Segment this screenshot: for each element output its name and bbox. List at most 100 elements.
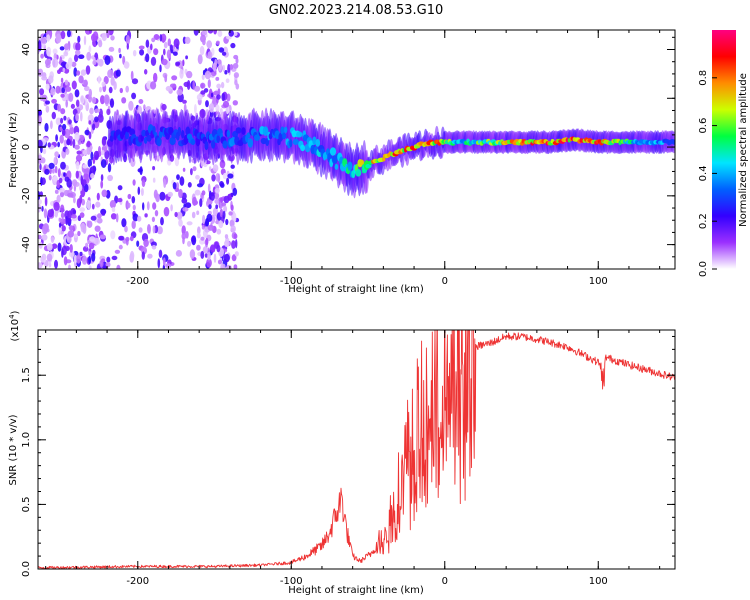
noise-speckle [58, 226, 61, 236]
noise-speckle [92, 156, 96, 165]
noise-speckle [171, 75, 178, 81]
spectrogram-y-axis-label: Frequency (Hz) [8, 112, 19, 188]
noise-speckle [61, 129, 66, 136]
noise-speckle [231, 254, 237, 262]
noise-speckle [197, 226, 201, 235]
trace-core [177, 126, 181, 137]
noise-speckle [78, 75, 84, 84]
noise-speckle [152, 177, 156, 183]
noise-speckle [125, 236, 130, 242]
noise-speckle [55, 134, 58, 142]
noise-speckle [60, 93, 65, 98]
noise-speckle [98, 39, 103, 48]
noise-speckle [191, 211, 196, 219]
noise-speckle [68, 92, 74, 103]
noise-speckle [219, 208, 224, 218]
trace-core [278, 132, 284, 142]
noise-speckle [151, 216, 155, 223]
trace-core [222, 140, 228, 149]
noise-speckle [54, 209, 59, 218]
noise-speckle [78, 54, 85, 59]
noise-speckle [104, 150, 110, 160]
colorbar-tick-label: 0.0 [698, 261, 709, 277]
noise-speckle [75, 49, 81, 56]
noise-speckle [215, 76, 220, 81]
noise-speckle [196, 210, 200, 216]
noise-speckle [144, 69, 148, 75]
noise-speckle [203, 88, 209, 93]
noise-speckle [75, 113, 79, 122]
noise-speckle [216, 244, 221, 253]
noise-speckle [53, 201, 60, 211]
noise-speckle [94, 116, 99, 123]
noise-speckle [140, 188, 144, 196]
noise-speckle [161, 58, 168, 66]
noise-speckle [169, 83, 177, 88]
noise-speckle [45, 100, 50, 105]
noise-speckle [219, 181, 224, 187]
noise-speckle [57, 242, 62, 252]
noise-speckle [178, 188, 183, 199]
noise-speckle [100, 159, 107, 168]
noise-speckle [74, 54, 79, 62]
noise-speckle [40, 157, 46, 164]
noise-speckle [67, 210, 73, 219]
noise-speckle [50, 236, 55, 244]
noise-speckle [215, 104, 220, 112]
noise-speckle [57, 69, 61, 74]
snr-scale-label: (x104) [8, 310, 21, 341]
noise-speckle [129, 250, 135, 261]
noise-speckle [161, 103, 167, 111]
noise-speckle [151, 245, 157, 250]
noise-speckle [52, 168, 55, 174]
trace-core [300, 144, 306, 152]
noise-speckle [232, 100, 238, 106]
noise-speckle [213, 30, 217, 35]
noise-speckle [73, 233, 78, 238]
x-tick-label: 100 [589, 276, 608, 287]
spectrogram-frame [37, 29, 676, 270]
noise-speckle [38, 199, 42, 205]
noise-speckle [101, 81, 106, 87]
noise-speckle [64, 79, 69, 86]
noise-speckle [184, 202, 192, 209]
noise-speckle [46, 253, 53, 262]
noise-speckle [174, 211, 178, 218]
noise-speckle [206, 40, 212, 49]
noise-speckle [109, 98, 115, 108]
noise-speckle [222, 210, 226, 220]
noise-speckle [164, 74, 168, 83]
noise-speckle [176, 89, 183, 96]
noise-speckle [166, 49, 171, 59]
noise-speckle [61, 225, 66, 232]
trace-core [181, 129, 185, 139]
colorbar-tick-label: 0.8 [698, 70, 709, 86]
noise-speckle [204, 70, 212, 80]
noise-speckle [178, 219, 183, 227]
noise-speckle [93, 237, 101, 246]
trace-core [185, 126, 191, 136]
noise-speckle [233, 31, 238, 36]
colorbar-tick-label: 0.2 [698, 213, 709, 229]
noise-speckle [143, 104, 146, 111]
noise-speckle [147, 253, 153, 259]
noise-speckle [84, 129, 90, 136]
noise-speckle [224, 240, 230, 248]
noise-speckle [205, 100, 209, 108]
noise-speckle [71, 179, 78, 187]
noise-speckle [201, 190, 206, 196]
noise-speckle [48, 162, 55, 169]
noise-speckle [173, 51, 178, 56]
noise-speckle [201, 74, 205, 80]
noise-speckle [132, 213, 139, 222]
trace-core [315, 139, 321, 147]
noise-speckle [172, 182, 177, 190]
noise-speckle [222, 100, 230, 108]
noise-speckle [129, 235, 134, 242]
noise-speckle [218, 220, 224, 229]
noise-speckle [57, 168, 61, 178]
trace-core [262, 126, 269, 136]
noise-speckle [146, 201, 150, 211]
noise-speckle [97, 75, 101, 84]
noise-speckle [139, 49, 145, 56]
